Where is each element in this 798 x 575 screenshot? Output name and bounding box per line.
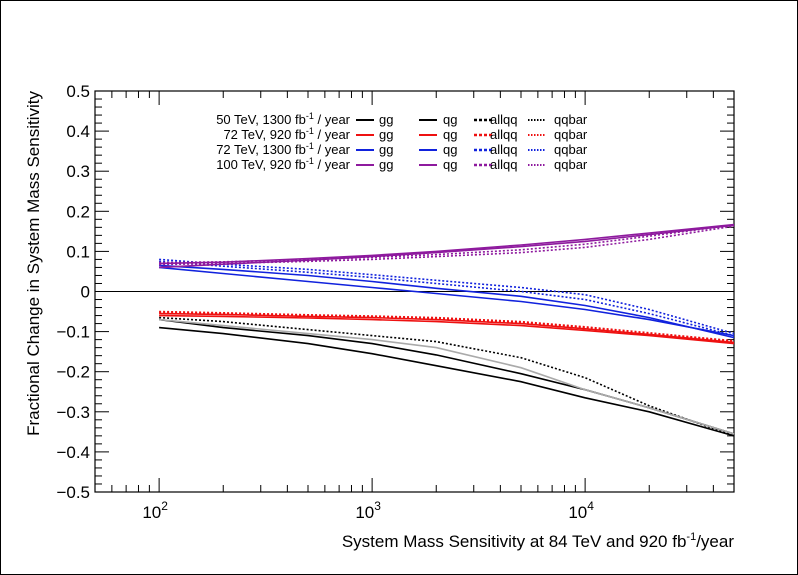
legend-row-label: 50 TeV, 1300 fb-1 / year [216,111,350,127]
y-tick-label: 0.1 [66,242,90,261]
series-line [159,260,735,337]
y-axis-title: Fractional Change in System Mass Sensiti… [24,91,43,436]
legend-entry-label: gg [379,127,393,142]
legend-row-label: 72 TeV, 920 fb-1 / year [223,126,350,142]
legend-entry-label: allqq [490,112,517,127]
x-tick-label: 104 [568,499,594,522]
legend-entry-label: allqq [490,127,517,142]
legend-row-label: 100 TeV, 920 fb-1 / year [216,156,350,172]
y-tick-label: −0.5 [56,483,90,502]
series-line [159,224,735,264]
series-line [159,318,735,435]
legend-entry-label: qqbar [554,112,588,127]
axes-layer [94,90,735,493]
series-line [159,264,735,339]
legend-entry-label: qqbar [554,142,588,157]
y-tick-label: −0.3 [56,403,90,422]
y-tick-label: 0.5 [66,82,90,101]
series-line [159,223,735,265]
legend-entry-label: qg [443,112,457,127]
legend: 50 TeV, 1300 fb-1 / year gg qg allqq qqbar 72… [216,111,588,172]
y-tick-label: 0.4 [66,122,90,141]
series-line [159,316,735,437]
series-line [159,225,735,266]
legend-entry-label: qg [443,127,457,142]
y-tick-label: 0.2 [66,202,90,221]
series-line [159,266,735,337]
legend-entry-label: qqbar [554,157,588,172]
legend-entry-label: allqq [490,157,517,172]
y-tick-label: −0.1 [56,323,90,342]
legend-entry-label: gg [379,112,393,127]
y-tick-label: −0.4 [56,443,90,462]
y-tick-label: 0.3 [66,162,90,181]
legend-entry-label: allqq [490,142,517,157]
series-line [159,326,735,437]
series-line [159,258,735,335]
x-axis-title: System Mass Sensitivity at 84 TeV and 92… [342,531,735,551]
y-tick-label: −0.2 [56,363,90,382]
legend-row-label: 72 TeV, 1300 fb-1 / year [216,141,350,157]
legend-entry-label: gg [379,157,393,172]
x-tick-label: 102 [142,499,168,522]
series-layer [159,223,735,437]
series-line [159,314,735,345]
axis-labels: −0.5 −0.4 −0.3 −0.2 −0.1 0 0.1 0.2 0.3 0.4 0.5 102 1… [24,82,734,551]
legend-entry-label: qg [443,142,457,157]
x-tick-label: 103 [355,499,381,522]
legend-entry-label: qqbar [554,127,588,142]
legend-entry-label: gg [379,142,393,157]
legend-entry-label: qg [443,157,457,172]
y-tick-label: 0 [81,283,90,302]
series-line [159,310,735,342]
